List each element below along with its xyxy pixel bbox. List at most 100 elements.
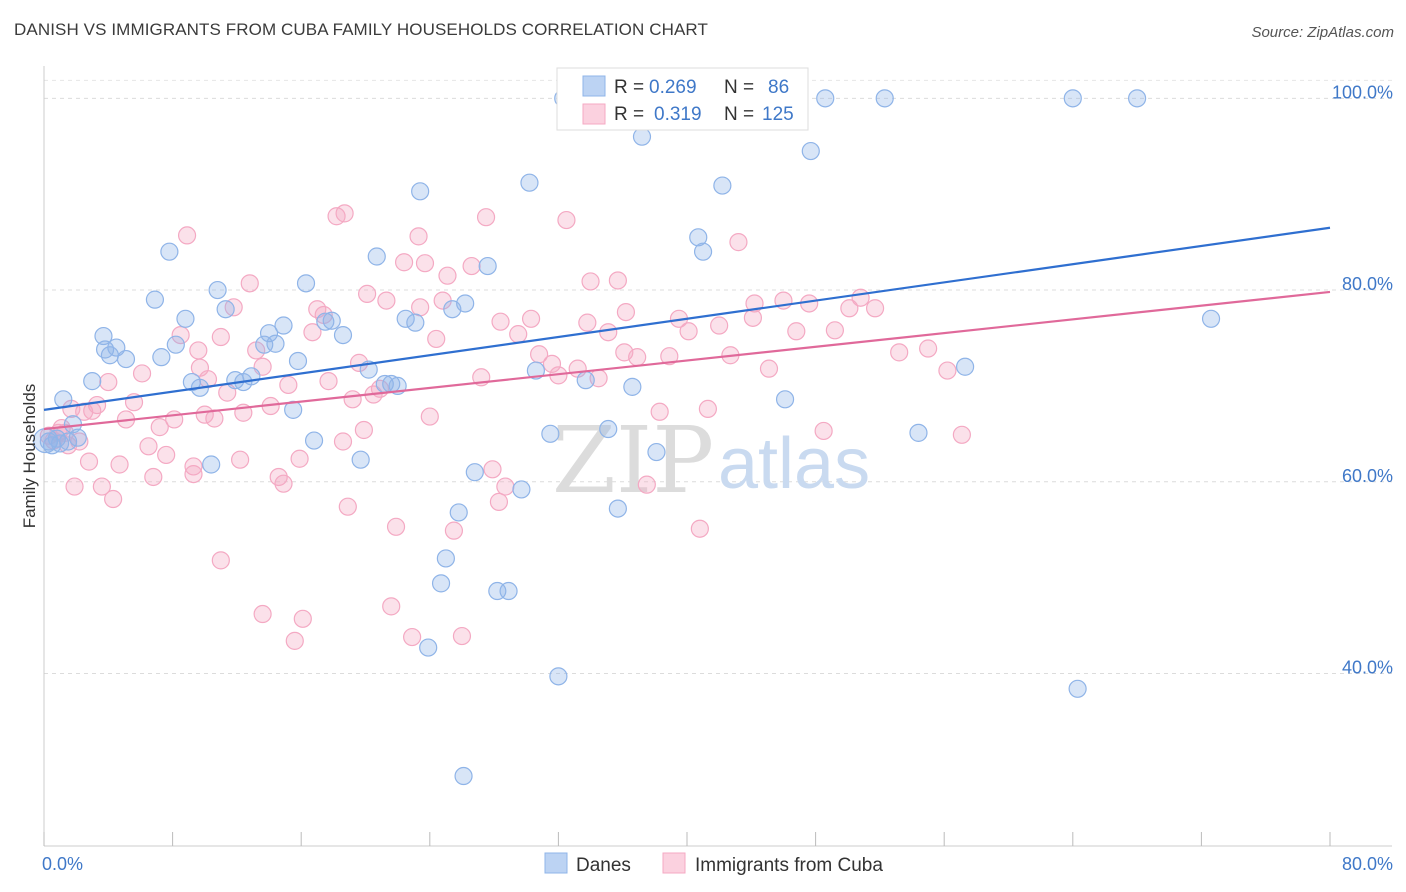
- legend-box: R = 0.269 N = 86 R = 0.319 N = 125: [556, 67, 809, 131]
- cuba-point: [581, 272, 600, 291]
- cuba-point: [139, 437, 158, 456]
- cuba-point: [650, 402, 669, 421]
- cuba-point: [919, 339, 938, 358]
- cuba-point: [743, 308, 763, 327]
- danes-point: [526, 361, 545, 380]
- danes-point: [152, 348, 171, 367]
- cuba-point: [865, 299, 885, 318]
- cuba-point: [290, 449, 309, 468]
- danes-point: [549, 667, 568, 686]
- danes-point: [465, 463, 484, 482]
- cuba-point: [110, 455, 129, 474]
- cuba-point: [840, 299, 859, 318]
- cuba-point: [427, 329, 446, 349]
- cuba-point: [319, 372, 338, 391]
- danes-point: [47, 429, 66, 448]
- danes-point: [367, 247, 386, 266]
- chart-title: DANISH VS IMMIGRANTS FROM CUBA FAMILY HO…: [14, 20, 708, 39]
- cuba-point: [79, 452, 99, 471]
- cuba-point: [890, 343, 909, 362]
- cuba-point: [189, 341, 208, 360]
- legend-danes-r-value: 0.269: [649, 77, 697, 98]
- cuba-point: [476, 208, 496, 227]
- y-tick-labels: 40.0% 60.0% 80.0% 100.0%: [1332, 82, 1393, 677]
- y-tick-label: 80.0%: [1342, 274, 1393, 294]
- cuba-point: [184, 457, 203, 476]
- cuba-point: [578, 313, 597, 332]
- cuba-point: [403, 627, 422, 647]
- danes-point: [95, 340, 115, 359]
- danes-point: [166, 335, 185, 354]
- cuba-point: [65, 477, 84, 496]
- danes-point: [689, 228, 708, 247]
- cuba-point: [698, 399, 717, 419]
- watermark-zip: ZIP: [552, 407, 714, 514]
- cuba-point: [608, 271, 627, 290]
- danes-point: [693, 242, 713, 261]
- cuba-point: [132, 364, 152, 383]
- cuba-point: [615, 343, 634, 362]
- legend-danes-r-label: R =: [614, 77, 644, 98]
- cuba-trendline: [43, 290, 1331, 431]
- cuba-point: [415, 254, 435, 273]
- danes-point: [520, 173, 539, 192]
- cuba-point: [599, 323, 618, 342]
- danes-point: [59, 432, 78, 451]
- danes-point: [351, 450, 370, 469]
- cuba-point: [358, 284, 377, 303]
- cuba-point: [452, 626, 472, 646]
- danes-point: [406, 313, 425, 332]
- cuba-point: [557, 210, 576, 230]
- danes-point: [176, 309, 195, 328]
- danes-point: [202, 455, 221, 474]
- danes-point: [116, 349, 136, 369]
- danes-point: [512, 480, 531, 499]
- axes: [43, 66, 1392, 847]
- cuba-point: [462, 256, 481, 276]
- cuba-point: [293, 609, 312, 628]
- danes-point: [816, 89, 835, 108]
- danes-point: [454, 766, 473, 786]
- danes-point: [316, 312, 335, 331]
- x-tick-label-min: 0.0%: [42, 854, 83, 874]
- danes-point: [396, 309, 415, 328]
- legend-danes-n-label: N =: [724, 77, 754, 98]
- bottom-legend-cuba-label: Immigrants from Cuba: [695, 855, 883, 876]
- cuba-point: [542, 354, 562, 373]
- cuba-point: [231, 450, 250, 469]
- cuba-point: [787, 322, 806, 341]
- cuba-point: [150, 418, 169, 437]
- cuba-point: [496, 477, 515, 496]
- cuba-point: [87, 395, 107, 415]
- cuba-point: [157, 445, 176, 465]
- bottom-legend-cuba-swatch: [662, 852, 686, 874]
- danes-point: [411, 182, 430, 201]
- cuba-point: [509, 325, 528, 344]
- cuba-point: [729, 233, 748, 252]
- cuba-point: [211, 551, 230, 570]
- cuba-point: [952, 425, 971, 444]
- cuba-point: [420, 407, 439, 426]
- danes-point: [431, 574, 451, 593]
- danes-point: [1127, 89, 1147, 108]
- cuba-point: [825, 321, 844, 340]
- cuba-point: [343, 390, 362, 409]
- cuba-point: [489, 492, 509, 511]
- legend-cuba-n-value: 125: [762, 104, 794, 125]
- y-tick-label: 100.0%: [1332, 82, 1393, 102]
- danes-point: [208, 280, 227, 300]
- cuba-point: [679, 322, 698, 341]
- danes-point: [284, 400, 303, 419]
- cuba-point: [104, 489, 123, 509]
- cuba-point: [335, 204, 354, 223]
- danes-point: [436, 549, 455, 568]
- cuba-point: [338, 497, 357, 516]
- cuba-point: [211, 327, 230, 347]
- cuba-point: [444, 521, 464, 540]
- danes-point: [909, 423, 928, 442]
- y-axis-label: Family Households: [20, 384, 39, 529]
- cuba-point: [759, 359, 779, 378]
- chart-source: Source: ZipAtlas.com: [1251, 24, 1394, 41]
- danes-point: [145, 290, 165, 309]
